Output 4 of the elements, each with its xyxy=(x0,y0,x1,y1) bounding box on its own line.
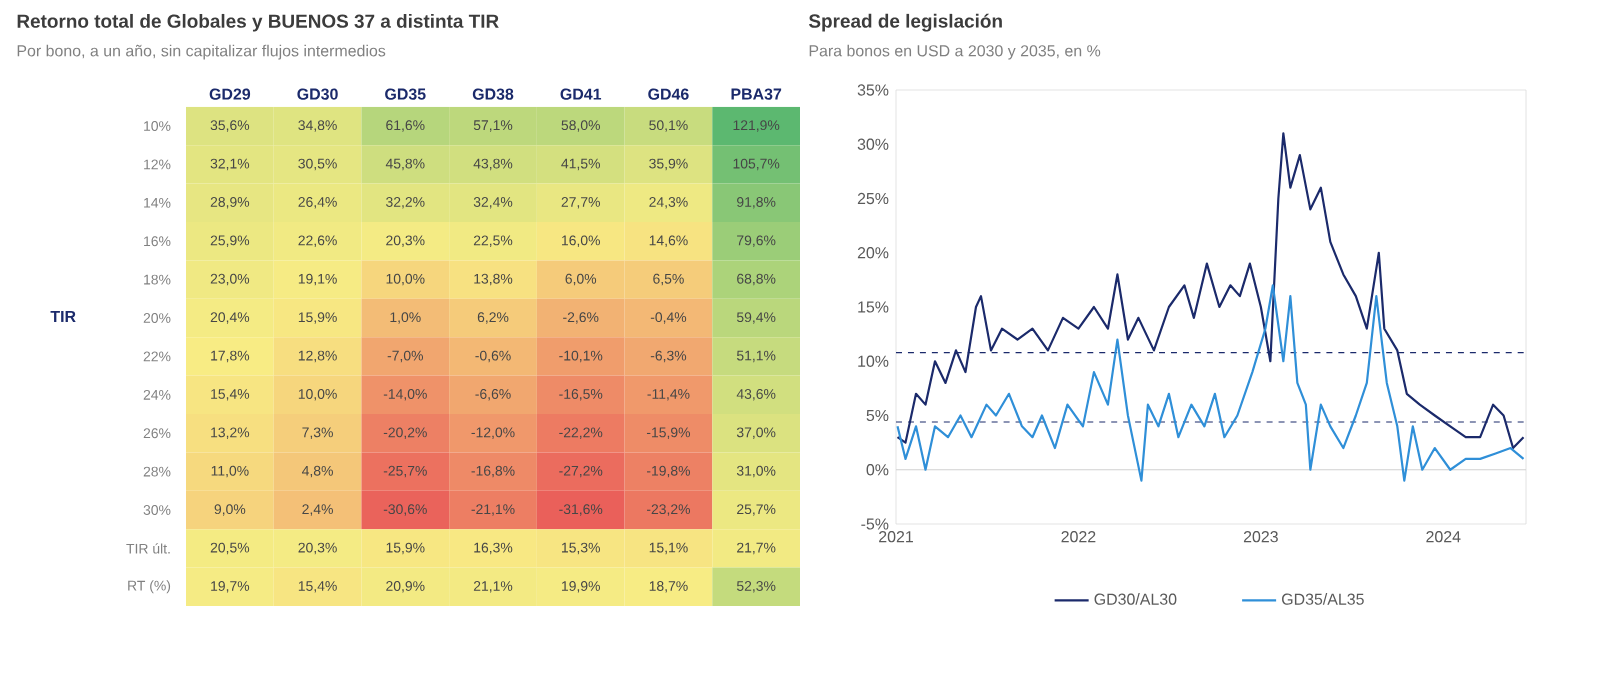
line-series xyxy=(896,132,1525,450)
chart-title: Spread de legislación xyxy=(808,13,1002,32)
chart-title: Retorno total de Globales y BUENOS 37 a distinta TIR xyxy=(17,13,499,32)
line-series xyxy=(896,284,1525,482)
